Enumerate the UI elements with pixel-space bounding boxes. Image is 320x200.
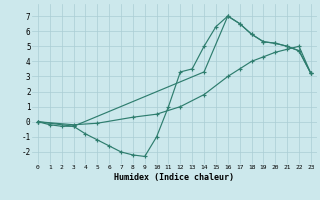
X-axis label: Humidex (Indice chaleur): Humidex (Indice chaleur) xyxy=(115,173,234,182)
